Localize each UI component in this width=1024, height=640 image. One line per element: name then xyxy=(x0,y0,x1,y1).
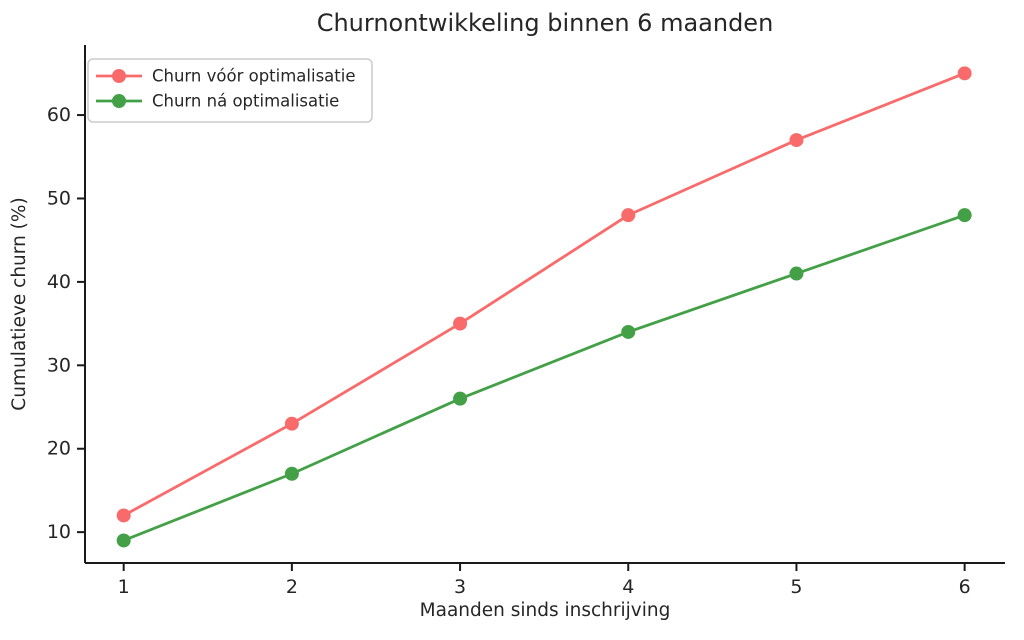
y-tick-label: 30 xyxy=(47,354,71,376)
legend-label: Churn ná optimalisatie xyxy=(152,92,339,111)
series-line xyxy=(122,71,967,517)
y-axis-ticks: 10 20 30 40 50 60 xyxy=(47,104,85,543)
axes-spines xyxy=(84,45,1005,564)
data-point-marker xyxy=(789,266,804,281)
y-tick-label: 10 xyxy=(47,521,71,543)
data-point-marker xyxy=(789,133,804,148)
legend-marker xyxy=(112,94,126,108)
legend: Churn vóór optimalisatie Churn ná optimal… xyxy=(87,58,373,123)
y-tick-label: 20 xyxy=(47,438,71,460)
data-point-marker xyxy=(957,208,972,223)
x-axis-ticks: 1 2 3 4 5 6 xyxy=(118,563,971,598)
x-tick-label: 2 xyxy=(286,576,298,598)
data-point-marker xyxy=(116,508,131,523)
y-tick-label: 60 xyxy=(47,104,71,126)
chart-title: Churnontwikkeling binnen 6 maanden xyxy=(317,9,774,37)
x-tick-label: 6 xyxy=(959,576,971,598)
data-point-marker xyxy=(284,466,299,481)
y-tick-label: 50 xyxy=(47,187,71,209)
legend-label: Churn vóór optimalisatie xyxy=(152,67,356,86)
series-line xyxy=(122,213,967,542)
data-point-marker xyxy=(621,324,636,339)
data-point-marker xyxy=(453,391,468,406)
legend-box xyxy=(87,58,373,123)
data-point-marker xyxy=(453,316,468,331)
data-point-marker xyxy=(116,533,131,548)
data-point-marker xyxy=(957,66,972,81)
x-axis-label: Maanden sinds inschrijving xyxy=(420,600,671,621)
x-tick-label: 1 xyxy=(118,576,130,598)
x-tick-label: 4 xyxy=(622,576,634,598)
x-tick-label: 3 xyxy=(454,576,466,598)
x-tick-label: 5 xyxy=(790,576,802,598)
legend-marker xyxy=(112,69,126,83)
data-point-marker xyxy=(621,208,636,223)
y-tick-label: 40 xyxy=(47,271,71,293)
data-point-marker xyxy=(284,416,299,431)
data-series xyxy=(116,66,972,548)
y-axis-label: Cumulatieve churn (%) xyxy=(9,197,30,410)
